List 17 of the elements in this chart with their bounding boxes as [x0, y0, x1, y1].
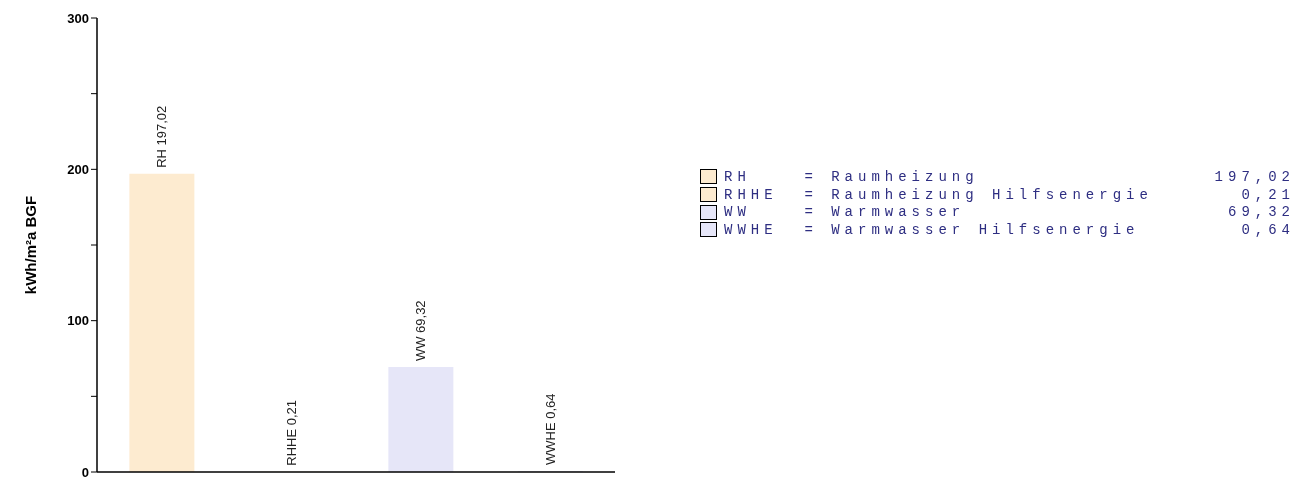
legend-label: RH = Raumheizung	[724, 168, 980, 185]
legend-label: WW = Warmwasser	[724, 204, 967, 221]
data-label: WWHE 0,64	[542, 393, 558, 466]
data-label: RH 197,02	[154, 105, 170, 168]
y-tick-label: 100	[67, 313, 89, 329]
text: 0,64	[1241, 221, 1295, 238]
data-label: WW 69,32	[413, 300, 429, 362]
y-tick-label: 200	[67, 161, 89, 177]
text: 69,32	[1227, 204, 1295, 221]
legend-label: WWHE = Warmwasser Hilfsenergie	[724, 221, 1141, 238]
text: 197,02	[1214, 168, 1295, 185]
data-label: RHHE 0,21	[283, 399, 299, 466]
legend-label: RHHE = Raumheizung Hilfsenergie	[724, 186, 1154, 203]
y-tick-label: 300	[67, 10, 89, 26]
y-axis-title: kWh/m²a BGF	[21, 195, 39, 295]
text: 0,21	[1241, 186, 1295, 203]
y-tick-label: 0	[81, 464, 89, 480]
